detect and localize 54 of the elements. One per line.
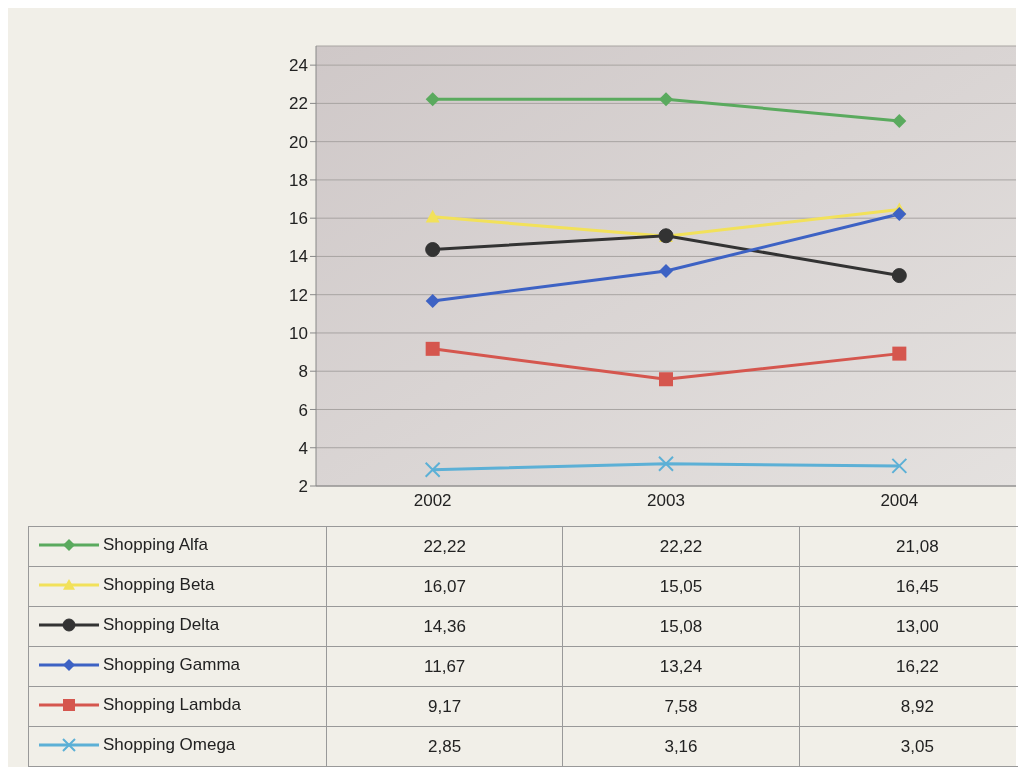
y-tick-label: 20 [289, 132, 308, 152]
point [659, 372, 673, 387]
legend-label: Shopping Alfa [103, 534, 208, 555]
point [892, 206, 907, 221]
legend-label: Shopping Lambda [103, 694, 242, 715]
x-tick-label: 2003 [647, 491, 685, 511]
y-tick-label: 6 [298, 400, 308, 420]
y-tick-label: 14 [289, 247, 308, 267]
point [424, 461, 441, 478]
data-label: 11,67 [326, 646, 563, 687]
data-label: 7,58 [562, 686, 800, 727]
legend-label: Shopping Gamma [103, 654, 241, 675]
y-tick-label: 12 [289, 285, 308, 305]
point [658, 455, 674, 472]
point [891, 268, 907, 284]
y-tick-label: 18 [289, 170, 308, 190]
point [891, 457, 908, 474]
data-label: 22,22 [562, 526, 800, 567]
data-label: 21,08 [799, 526, 1018, 567]
legend-label: Shopping Delta [103, 614, 220, 635]
data-label: 15,08 [562, 606, 800, 647]
point [425, 92, 440, 107]
data-label: 3,05 [799, 726, 1018, 767]
data-label: 13,00 [799, 606, 1018, 647]
y-tick-label: 22 [289, 94, 308, 114]
y-tick-label: 10 [289, 323, 308, 343]
y-tick-label: 2 [298, 477, 308, 497]
point [425, 341, 440, 356]
data-label: 14,36 [326, 606, 563, 647]
y-tick-label: 16 [289, 209, 308, 229]
data-label: 16,45 [799, 566, 1018, 607]
data-label: 22,22 [326, 526, 563, 567]
point [425, 209, 440, 223]
point [659, 263, 673, 278]
legend-label: Shopping Omega [103, 734, 236, 755]
x-tick-label: 2002 [413, 491, 452, 511]
x-tick-label: 2004 [880, 491, 919, 511]
legend-label: Shopping Beta [103, 574, 215, 595]
point [659, 92, 673, 107]
data-label: 9,17 [326, 686, 563, 727]
y-tick-label: 8 [298, 362, 308, 382]
data-label: 2,85 [326, 726, 563, 767]
data-label: 15,05 [562, 566, 800, 607]
data-label: 3,16 [562, 726, 800, 767]
point [892, 346, 907, 361]
y-tick-label: 4 [298, 438, 308, 458]
data-label: 8,92 [799, 686, 1018, 727]
point [892, 113, 907, 128]
data-label: 16,22 [799, 646, 1018, 687]
point [425, 294, 440, 309]
data-label: 13,24 [562, 646, 800, 687]
point [425, 242, 441, 258]
y-tick-label: 24 [289, 56, 308, 76]
data-label: 16,07 [326, 566, 563, 607]
